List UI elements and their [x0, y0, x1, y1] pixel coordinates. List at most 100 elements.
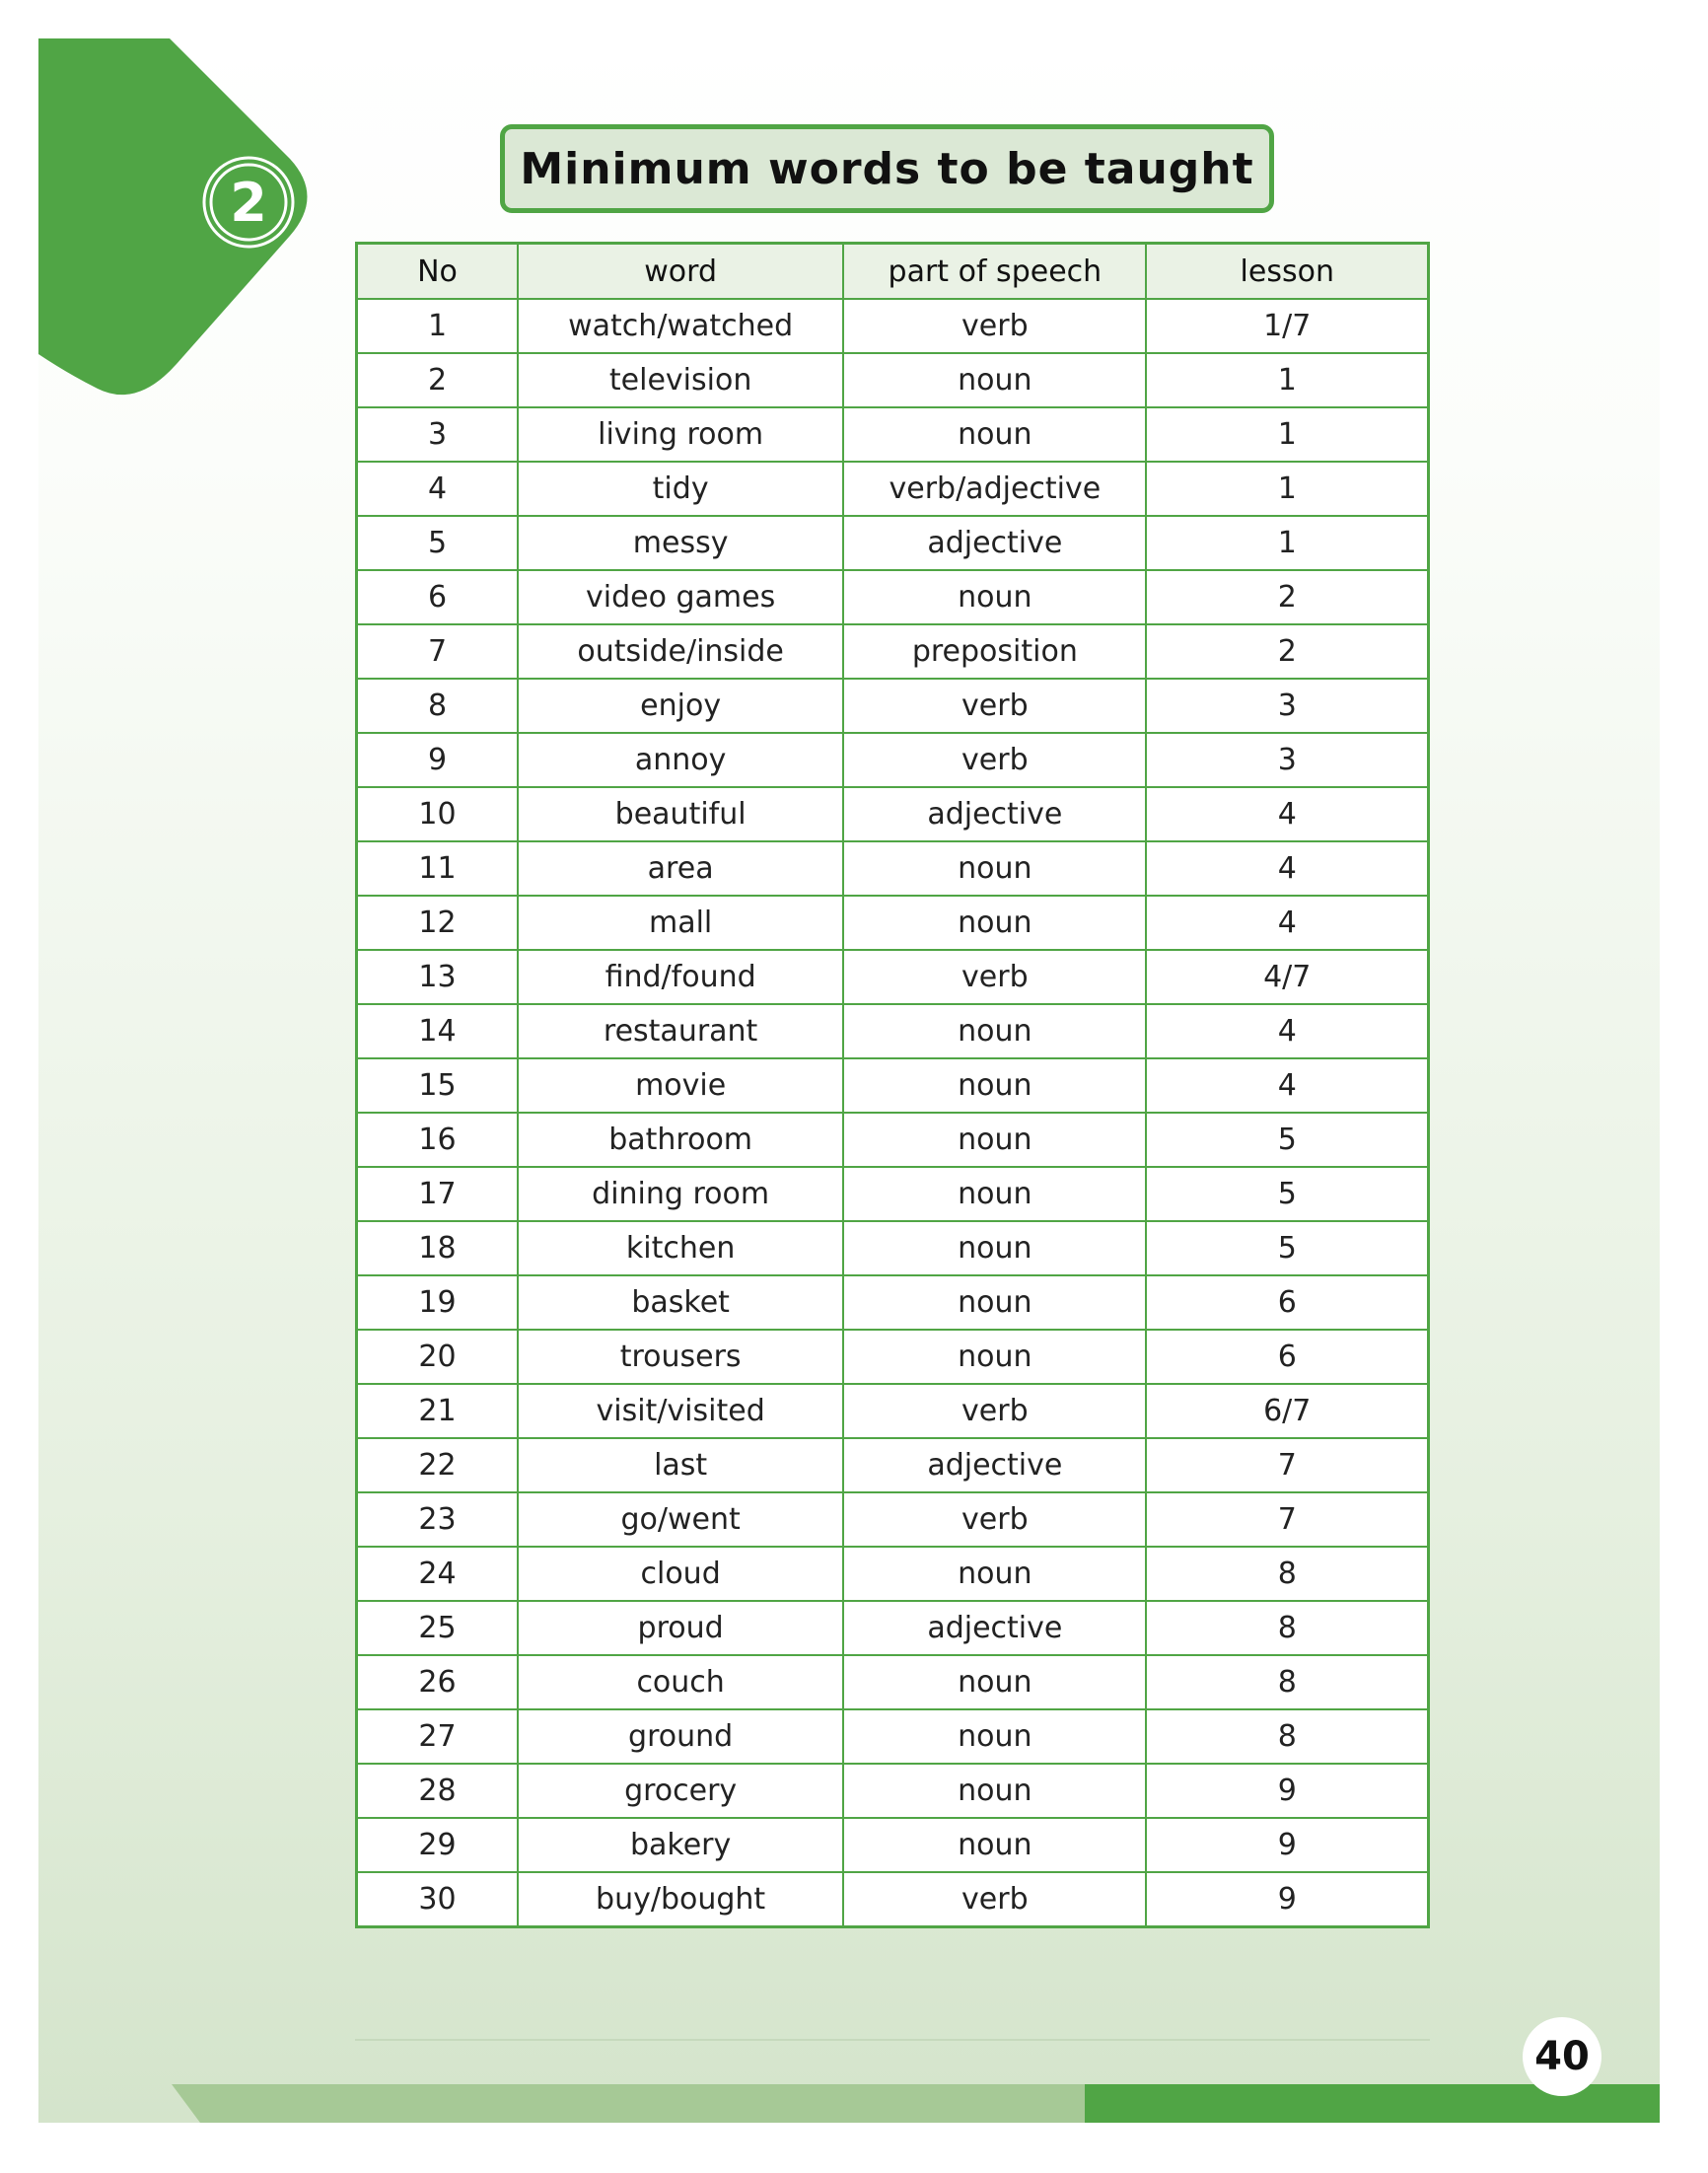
- cell-lesson: 8: [1145, 1654, 1430, 1710]
- footer-bar-light: [172, 2084, 1124, 2123]
- cell-no: 19: [355, 1274, 520, 1331]
- cell-part-of-speech: noun: [842, 1003, 1148, 1059]
- cell-lesson: 3: [1145, 732, 1430, 788]
- cell-part-of-speech: noun: [842, 352, 1148, 408]
- cell-part-of-speech: noun: [842, 1166, 1148, 1222]
- cell-part-of-speech: verb: [842, 1871, 1148, 1928]
- cell-no: 9: [355, 732, 520, 788]
- cell-no: 13: [355, 949, 520, 1005]
- cell-part-of-speech: verb: [842, 1383, 1148, 1439]
- cell-part-of-speech: noun: [842, 1057, 1148, 1114]
- page: 2 Minimum words to be taught No word par…: [38, 38, 1660, 2123]
- cell-no: 17: [355, 1166, 520, 1222]
- table-row: 18 kitchen noun 5: [355, 1220, 1430, 1276]
- cell-lesson: 1/7: [1145, 298, 1430, 354]
- cell-lesson: 5: [1145, 1112, 1430, 1168]
- cell-lesson: 3: [1145, 678, 1430, 734]
- cell-word: enjoy: [517, 678, 845, 734]
- cell-word: bakery: [517, 1817, 845, 1873]
- cell-part-of-speech: noun: [842, 1112, 1148, 1168]
- footer-divider: [355, 2039, 1430, 2041]
- cell-word: television: [517, 352, 845, 408]
- table-row: 30 buy/bought verb 9: [355, 1871, 1430, 1928]
- cell-word: basket: [517, 1274, 845, 1331]
- cell-word: mall: [517, 895, 845, 951]
- cell-word: beautiful: [517, 786, 845, 842]
- cell-word: tidy: [517, 461, 845, 517]
- cell-lesson: 6: [1145, 1329, 1430, 1385]
- header-part-of-speech: part of speech: [842, 242, 1148, 300]
- cell-word: bathroom: [517, 1112, 845, 1168]
- cell-word: proud: [517, 1600, 845, 1656]
- table-header-row: No word part of speech lesson: [355, 242, 1430, 300]
- cell-no: 18: [355, 1220, 520, 1276]
- cell-no: 12: [355, 895, 520, 951]
- cell-lesson: 1: [1145, 352, 1430, 408]
- cell-lesson: 4: [1145, 1003, 1430, 1059]
- cell-lesson: 4: [1145, 786, 1430, 842]
- unit-number: 2: [230, 172, 267, 234]
- cell-word: go/went: [517, 1491, 845, 1548]
- cell-word: ground: [517, 1708, 845, 1765]
- cell-lesson: 7: [1145, 1437, 1430, 1493]
- header-lesson: lesson: [1145, 242, 1430, 300]
- cell-lesson: 2: [1145, 569, 1430, 625]
- cell-no: 8: [355, 678, 520, 734]
- cell-word: grocery: [517, 1763, 845, 1819]
- cell-lesson: 4: [1145, 895, 1430, 951]
- cell-part-of-speech: noun: [842, 1817, 1148, 1873]
- cell-word: outside/inside: [517, 623, 845, 680]
- table-row: 13 find/found verb 4/7: [355, 949, 1430, 1005]
- table-row: 23 go/went verb 7: [355, 1491, 1430, 1548]
- word-table: No word part of speech lesson 1 watch/wat…: [355, 242, 1430, 1928]
- cell-word: dining room: [517, 1166, 845, 1222]
- cell-part-of-speech: noun: [842, 569, 1148, 625]
- cell-lesson: 5: [1145, 1166, 1430, 1222]
- cell-part-of-speech: verb: [842, 298, 1148, 354]
- cell-part-of-speech: noun: [842, 1274, 1148, 1331]
- cell-lesson: 8: [1145, 1600, 1430, 1656]
- cell-lesson: 8: [1145, 1546, 1430, 1602]
- cell-word: living room: [517, 406, 845, 463]
- cell-part-of-speech: noun: [842, 1329, 1148, 1385]
- cell-word: cloud: [517, 1546, 845, 1602]
- cell-part-of-speech: noun: [842, 1654, 1148, 1710]
- cell-no: 20: [355, 1329, 520, 1385]
- table-row: 4 tidy verb/adjective 1: [355, 461, 1430, 517]
- cell-part-of-speech: verb: [842, 949, 1148, 1005]
- cell-word: movie: [517, 1057, 845, 1114]
- cell-word: messy: [517, 515, 845, 571]
- cell-word: buy/bought: [517, 1871, 845, 1928]
- cell-word: trousers: [517, 1329, 845, 1385]
- table-row: 15 movie noun 4: [355, 1057, 1430, 1114]
- cell-part-of-speech: noun: [842, 1708, 1148, 1765]
- cell-lesson: 2: [1145, 623, 1430, 680]
- cell-part-of-speech: adjective: [842, 786, 1148, 842]
- cell-lesson: 6/7: [1145, 1383, 1430, 1439]
- cell-word: kitchen: [517, 1220, 845, 1276]
- table-row: 19 basket noun 6: [355, 1274, 1430, 1331]
- table-row: 3 living room noun 1: [355, 406, 1430, 463]
- table-row: 21 visit/visited verb 6/7: [355, 1383, 1430, 1439]
- table-row: 11 area noun 4: [355, 840, 1430, 897]
- cell-lesson: 7: [1145, 1491, 1430, 1548]
- table-row: 27 ground noun 8: [355, 1708, 1430, 1765]
- cell-no: 16: [355, 1112, 520, 1168]
- unit-tab: 2: [38, 38, 308, 396]
- cell-lesson: 4/7: [1145, 949, 1430, 1005]
- cell-no: 21: [355, 1383, 520, 1439]
- cell-word: couch: [517, 1654, 845, 1710]
- cell-lesson: 5: [1145, 1220, 1430, 1276]
- cell-part-of-speech: noun: [842, 840, 1148, 897]
- table-row: 17 dining room noun 5: [355, 1166, 1430, 1222]
- table-row: 1 watch/watched verb 1/7: [355, 298, 1430, 354]
- cell-lesson: 4: [1145, 1057, 1430, 1114]
- cell-no: 26: [355, 1654, 520, 1710]
- page-number: 40: [1523, 2017, 1601, 2096]
- cell-no: 4: [355, 461, 520, 517]
- cell-word: last: [517, 1437, 845, 1493]
- cell-no: 22: [355, 1437, 520, 1493]
- cell-part-of-speech: noun: [842, 1220, 1148, 1276]
- cell-lesson: 1: [1145, 406, 1430, 463]
- table-row: 20 trousers noun 6: [355, 1329, 1430, 1385]
